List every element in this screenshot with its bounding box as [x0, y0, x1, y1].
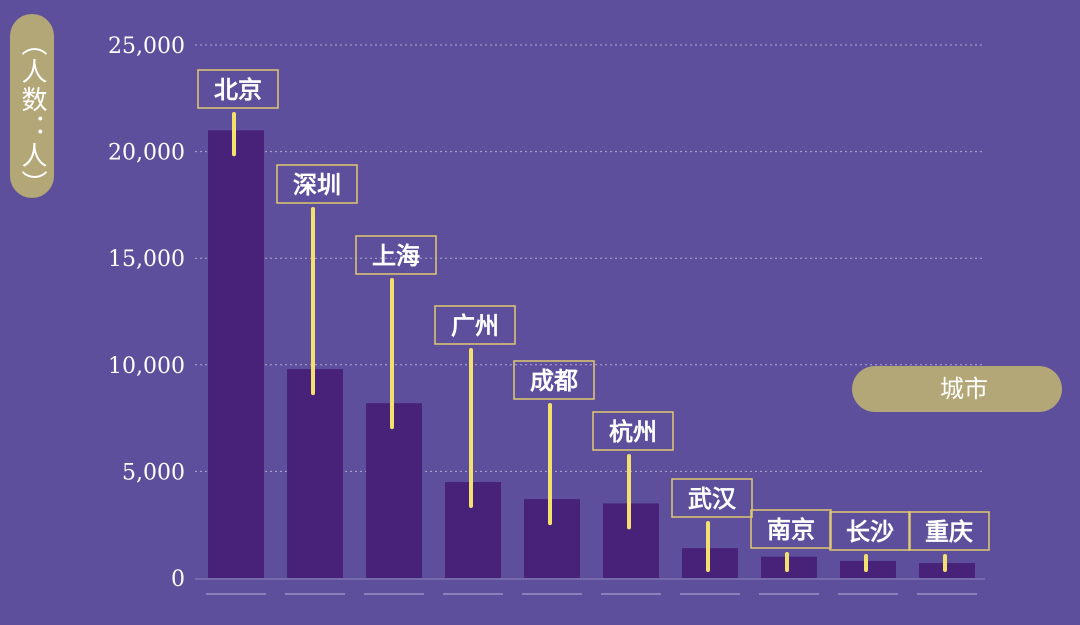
- bar-label: 北京: [214, 76, 262, 104]
- y-axis-ticks: 0 5,000 10,000 15,000 20,000 25,000: [108, 34, 185, 592]
- bar-label-box: [592, 411, 674, 451]
- bar-label: 杭州: [609, 418, 657, 446]
- y-tick-label: 0: [171, 567, 185, 592]
- y-axis-label-pill: （人数：人）: [10, 14, 54, 198]
- bar-label-box: [355, 235, 437, 275]
- y-tick-label: 15,000: [108, 247, 185, 272]
- bar-label-box: [434, 305, 516, 345]
- bar-label: 广州: [451, 312, 499, 340]
- x-axis-label-pill: 城市: [852, 366, 1062, 412]
- bar-label: 成都: [530, 367, 578, 395]
- bar: [208, 130, 264, 578]
- bar-label: 南京: [767, 516, 815, 544]
- x-axis: [195, 578, 985, 595]
- bar-label-box: [671, 478, 753, 518]
- bar-label: 武汉: [688, 485, 737, 513]
- bar-label: 长沙: [846, 518, 894, 546]
- bar-label-box: [750, 509, 832, 549]
- bar-label-box: [513, 360, 595, 400]
- bar-label-box: [908, 511, 990, 551]
- bar: [366, 403, 422, 578]
- y-tick-label: 20,000: [108, 141, 185, 166]
- bar-label: 重庆: [925, 518, 973, 546]
- y-axis-label: （人数：人）: [17, 30, 47, 198]
- y-tick-label: 10,000: [108, 354, 185, 379]
- bar-label-box: [197, 69, 279, 109]
- bar-label: 深圳: [293, 171, 341, 199]
- x-axis-label: 城市: [940, 375, 988, 403]
- bar: [287, 369, 343, 578]
- bar-label-box: [829, 511, 911, 551]
- y-tick-label: 5,000: [122, 460, 185, 485]
- bar-label: 上海: [372, 242, 420, 270]
- y-tick-label: 25,000: [108, 34, 185, 59]
- bar-label-box: [276, 164, 358, 204]
- bar: [919, 563, 975, 578]
